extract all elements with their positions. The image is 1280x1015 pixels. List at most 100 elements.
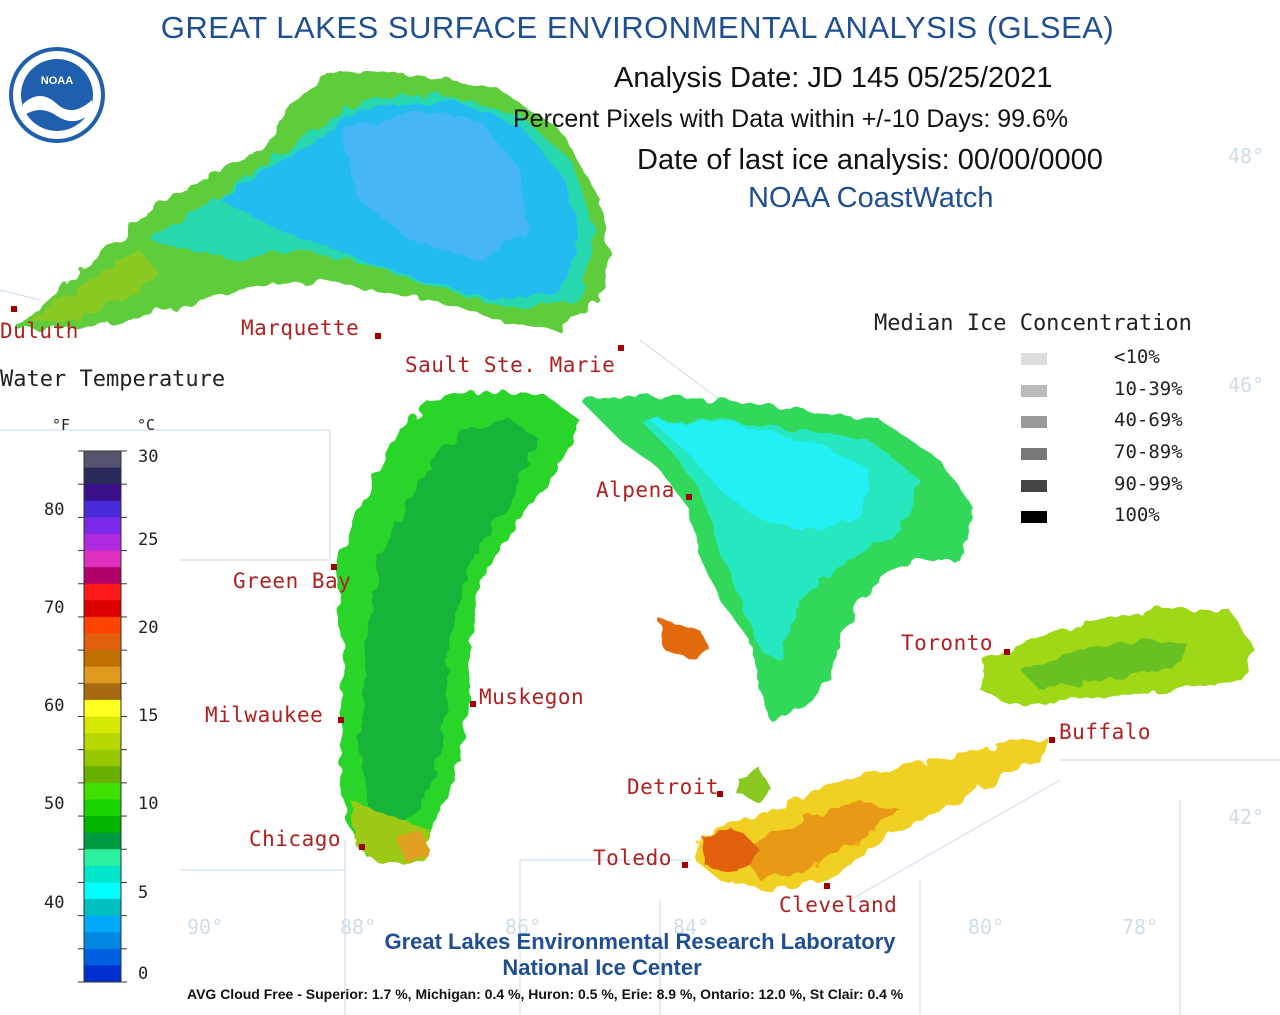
colorbar-swatch <box>84 600 121 618</box>
city-label-sault-ste-marie: Sault Ste. Marie <box>405 353 616 377</box>
colorbar-swatch <box>84 683 121 701</box>
colorbar-swatch <box>84 616 121 635</box>
city-marker <box>717 791 723 797</box>
cloud-free-stats: AVG Cloud Free - Superior: 1.7 %, Michig… <box>187 986 904 1002</box>
city-marker <box>686 494 692 500</box>
ice-swatch <box>1021 416 1047 428</box>
noaa-logo-text: NOAA <box>41 75 73 87</box>
lat-label: 48° <box>1228 144 1265 168</box>
c-tick-label: 25 <box>138 530 159 550</box>
colorbar-swatch <box>84 533 121 552</box>
colorbar-swatch <box>84 749 121 767</box>
colorbar-swatch <box>84 583 121 601</box>
colorbar-swatch <box>84 882 121 900</box>
colorbar-swatch <box>84 550 121 568</box>
ice-legend-label: 70-89% <box>1114 441 1183 463</box>
colorbar-swatch <box>84 799 121 817</box>
lake-st-clair <box>735 768 772 800</box>
c-tick-label: 20 <box>138 618 159 638</box>
city-label-green-bay: Green Bay <box>233 569 352 593</box>
city-label-chicago: Chicago <box>249 827 342 851</box>
city-label-buffalo: Buffalo <box>1059 720 1152 744</box>
ice-legend-label: 40-69% <box>1114 409 1183 431</box>
city-marker <box>359 844 365 850</box>
ice-legend-label: <10% <box>1114 346 1160 368</box>
colorbar-swatch <box>84 865 121 883</box>
credit-nic: National Ice Center <box>502 955 702 980</box>
colorbar-swatch <box>84 633 121 651</box>
temperature-legend-title: Water Temperature <box>0 367 226 392</box>
colorbar-swatch <box>84 650 121 668</box>
lon-label: 90° <box>187 915 224 939</box>
city-marker <box>338 717 344 723</box>
colorbar-swatch <box>84 517 121 535</box>
colorbar-swatch <box>84 766 121 784</box>
lat-label: 42° <box>1228 805 1265 829</box>
f-tick-label: 70 <box>44 598 65 618</box>
city-label-toronto: Toronto <box>901 631 994 655</box>
percent-pixels-text: Percent Pixels with Data within +/-10 Da… <box>513 105 1069 133</box>
lake-erie <box>695 738 1050 890</box>
colorbar-swatch <box>84 849 121 867</box>
lon-label: 84° <box>673 915 710 939</box>
city-marker <box>11 306 17 312</box>
lake-superior <box>15 70 610 330</box>
city-label-toledo: Toledo <box>593 846 672 870</box>
colorbar-swatch <box>84 666 121 684</box>
c-tick-label: 5 <box>138 883 149 903</box>
source-label: NOAA CoastWatch <box>748 182 994 214</box>
analysis-date: Analysis Date: JD 145 05/25/2021 <box>614 62 1053 94</box>
city-label-detroit: Detroit <box>627 775 720 799</box>
lon-label: 88° <box>340 915 377 939</box>
c-tick-label: 10 <box>138 794 159 814</box>
lon-label: 80° <box>968 915 1005 939</box>
city-label-cleveland: Cleveland <box>779 893 898 917</box>
celsius-unit-label: °C <box>137 416 156 434</box>
c-tick-label: 30 <box>138 447 159 467</box>
colorbar-swatch <box>84 500 121 518</box>
temperature-colorbar <box>78 450 127 983</box>
ice-legend-title: Median Ice Concentration <box>874 311 1192 336</box>
ice-analysis-date: Date of last ice analysis: 00/00/0000 <box>637 144 1103 176</box>
colorbar-swatch <box>84 899 121 917</box>
colorbar-swatch <box>84 965 121 983</box>
city-marker <box>824 883 830 889</box>
fahrenheit-unit-label: °F <box>52 416 71 434</box>
colorbar-swatch <box>84 733 121 751</box>
lake-michigan <box>335 390 580 865</box>
ice-swatch <box>1021 353 1047 365</box>
ice-swatch <box>1021 480 1047 492</box>
ice-swatch <box>1021 511 1047 523</box>
colorbar-swatch <box>84 567 121 585</box>
ice-legend-label: 90-99% <box>1114 473 1183 495</box>
city-label-duluth: Duluth <box>0 319 79 343</box>
boundary-lines <box>0 289 1280 1015</box>
colorbar-swatch <box>84 716 121 734</box>
ice-legend-label: 10-39% <box>1114 378 1183 400</box>
lake-ontario <box>980 610 1255 705</box>
colorbar-swatch <box>84 832 121 850</box>
c-tick-label: 15 <box>138 706 159 726</box>
city-marker <box>375 333 381 339</box>
city-label-marquette: Marquette <box>241 316 360 340</box>
lon-label: 78° <box>1122 915 1159 939</box>
f-tick-label: 80 <box>44 500 65 520</box>
ice-swatch <box>1021 448 1047 460</box>
colorbar-swatch <box>84 484 121 502</box>
lat-label: 46° <box>1228 373 1265 397</box>
city-label-muskegon: Muskegon <box>479 685 585 709</box>
colorbar-swatch <box>84 948 121 966</box>
colorbar-swatch <box>84 699 121 717</box>
city-label-milwaukee: Milwaukee <box>205 703 324 727</box>
f-tick-label: 40 <box>44 893 65 913</box>
ice-swatch <box>1021 385 1047 397</box>
city-marker <box>331 564 337 570</box>
colorbar-swatch <box>84 451 121 469</box>
city-marker <box>1004 649 1010 655</box>
colorbar-swatch <box>84 915 121 933</box>
city-label-alpena: Alpena <box>596 478 675 502</box>
city-marker <box>470 701 476 707</box>
city-marker <box>618 345 624 351</box>
lon-label: 86° <box>505 915 542 939</box>
